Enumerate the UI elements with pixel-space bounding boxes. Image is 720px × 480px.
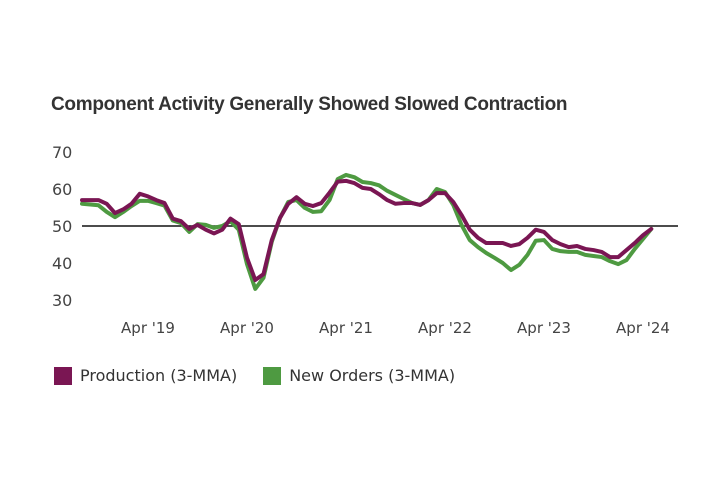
y-tick-label: 70 <box>52 143 72 162</box>
series-group <box>80 172 654 291</box>
legend-swatch-production <box>54 366 72 385</box>
legend-swatch-new-orders <box>263 366 282 385</box>
y-tick-label: 60 <box>52 180 72 199</box>
series-line-production <box>80 178 654 283</box>
legend: Production (3-MMA) New Orders (3-MMA) <box>54 366 481 385</box>
legend-item-production: Production (3-MMA) <box>54 366 237 385</box>
y-tick-label: 30 <box>52 291 72 310</box>
x-tick-label: Apr '20 <box>220 319 274 337</box>
y-tick-label: 40 <box>52 254 72 273</box>
chart-title: Component Activity Generally Showed Slow… <box>51 94 568 115</box>
x-tick-label: Apr '21 <box>319 319 373 337</box>
x-tick-label: Apr '19 <box>121 319 175 337</box>
legend-label-production: Production (3-MMA) <box>80 366 238 385</box>
x-tick-label: Apr '22 <box>418 319 472 337</box>
x-axis: Apr '19 Apr '20 Apr '21 Apr '22 Apr '23 Apr '… <box>121 319 670 337</box>
y-tick-label: 50 <box>52 217 72 236</box>
series-line-new-orders <box>80 172 654 291</box>
legend-label-new-orders: New Orders (3-MMA) <box>289 366 456 385</box>
y-axis: 70 60 50 40 30 <box>52 143 72 310</box>
x-tick-label: Apr '23 <box>517 319 571 337</box>
legend-item-new-orders: New Orders (3-MMA) <box>263 366 455 385</box>
x-tick-label: Apr '24 <box>616 319 670 337</box>
